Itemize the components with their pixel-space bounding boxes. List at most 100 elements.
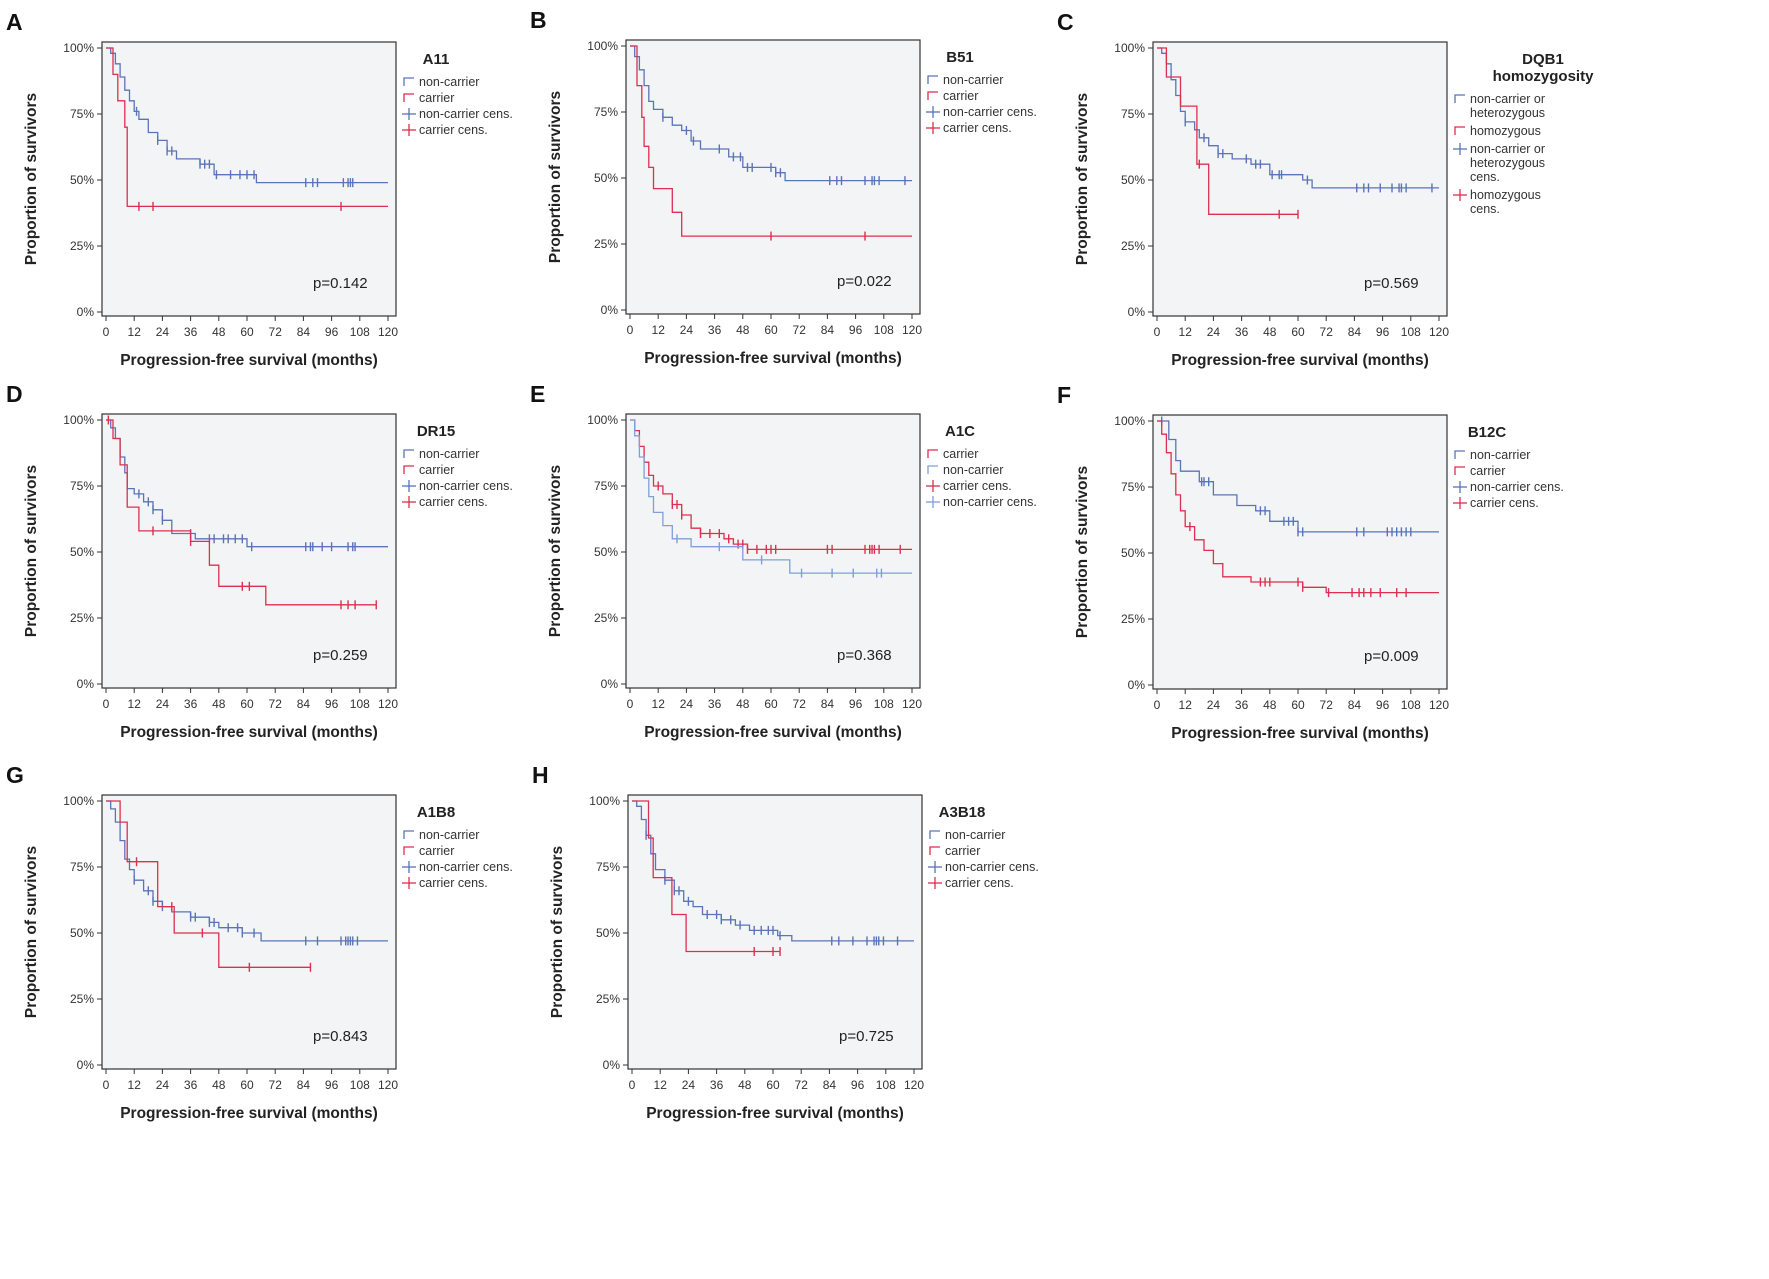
x-tick-label: 60: [1291, 325, 1305, 339]
km-chart: E0%25%50%75%100%0 12 24 36 48 60 72 84 96 108 120P…: [530, 381, 1037, 741]
legend-swatch: [1454, 450, 1465, 459]
legend-label: carrier: [1470, 464, 1505, 478]
panel-a: A 0% 25% 50% 75% 100% 0 12 24 36 48 60 72 84 96 108 120 P…: [0, 8, 580, 428]
x-tick-label: 72: [793, 323, 807, 337]
x-tick-label: 72: [269, 325, 283, 339]
x-tick-label: 108: [350, 325, 370, 339]
survival-curve: [106, 47, 388, 208]
x-tick-label: 96: [849, 697, 863, 711]
y-tick-label: 25%: [70, 992, 94, 1006]
x-tick-label: 108: [876, 1078, 896, 1092]
plot-area: [625, 39, 921, 315]
x-tick-label: 36: [710, 1078, 724, 1092]
legend-title: DR15: [417, 423, 455, 440]
legend-title: A3B18: [939, 804, 986, 821]
x-tick-label: 120: [902, 323, 922, 337]
y-axis-title: Proportion of survivors: [549, 846, 566, 1018]
x-tick-label: 24: [680, 697, 694, 711]
legend-item: carrier: [1454, 464, 1505, 478]
x-tick-label: 12: [652, 323, 666, 337]
legend-item: carrier: [403, 91, 454, 105]
y-tick-label: 25%: [594, 237, 618, 251]
legend-item: non-carrier: [927, 73, 1003, 87]
x-tick-label: 120: [1429, 325, 1449, 339]
p-value: p=0.022: [837, 273, 892, 290]
x-tick-label: 24: [682, 1078, 696, 1092]
legend-item: non-carrier or heterozygous cens.: [1453, 142, 1545, 184]
x-tick-label: 0: [103, 325, 110, 339]
x-axis-title: Progression-free survival (months): [120, 1105, 378, 1122]
p-value: p=0.725: [839, 1028, 894, 1045]
legend-title: B51: [946, 49, 974, 66]
x-tick-label: 12: [128, 1078, 142, 1092]
legend-label: non-carrier: [943, 463, 1003, 477]
x-tick-label: 96: [1376, 698, 1390, 712]
x-tick-label: 60: [240, 697, 254, 711]
y-tick-label: 75%: [596, 860, 620, 874]
legend-swatch: [403, 846, 414, 855]
legend-item: homozygous: [1454, 124, 1541, 138]
x-tick-label: 12: [1179, 698, 1193, 712]
y-tick-label: 0%: [1128, 305, 1146, 319]
legend-swatch: [927, 465, 938, 474]
km-chart: G0%25%50%75%100%0 12 24 36 48 60 72 84 96 108 120P…: [6, 762, 513, 1122]
panel-g: G 0% 25% 50% 75% 100% 0 12 24 36 48 60 72 84 96 108 120 P…: [0, 761, 580, 1181]
legend-label: carrier cens.: [1470, 496, 1539, 510]
km-chart: C0%25%50%75%100%0 12 24 36 48 60 72 84 96 108 120P…: [1057, 9, 1594, 369]
x-tick-label: 108: [1401, 325, 1421, 339]
x-tick-label: 84: [821, 323, 835, 337]
y-tick-label: 100%: [63, 413, 94, 427]
legend-title: DQB1 homozygosity: [1493, 51, 1594, 85]
y-axis-title: Proportion of survivors: [547, 91, 564, 263]
x-axis-title: Progression-free survival (months): [644, 350, 902, 367]
plot-area: [1152, 41, 1448, 317]
x-tick-label: 48: [738, 1078, 752, 1092]
legend-swatch: [403, 449, 414, 458]
x-tick-label: 36: [1235, 698, 1249, 712]
x-tick-label: 48: [736, 697, 750, 711]
legend-swatch: [929, 846, 940, 855]
legend-label: non-carrier cens.: [419, 479, 513, 493]
legend-label: carrier: [419, 844, 454, 858]
legend-label: non-carrier cens.: [1470, 480, 1564, 494]
legend-item: carrier: [403, 463, 454, 477]
panel-f: F 0% 25% 50% 75% 100% 0 12 24 36 48 60 72 84 96 108 120 P…: [1051, 381, 1631, 801]
x-tick-label: 108: [874, 697, 894, 711]
legend-label: non-carrier cens.: [419, 860, 513, 874]
y-tick-label: 50%: [70, 545, 94, 559]
panel-c: C 0% 25% 50% 75% 100% 0 12 24 36 48 60 72 84 96 108 120 P…: [1051, 8, 1631, 428]
legend-item: non-carrier cens.: [1453, 480, 1564, 494]
legend-item: carrier: [927, 89, 978, 103]
y-tick-label: 0%: [77, 305, 95, 319]
panel-letter: B: [530, 7, 547, 33]
panel-d: D 0% 25% 50% 75% 100% 0 12 24 36 48 60 72 84 96 108 120 P…: [0, 380, 580, 800]
survival-curve: [106, 800, 311, 968]
x-axis-title: Progression-free survival (months): [644, 724, 902, 741]
legend-label: carrier cens.: [945, 876, 1014, 890]
survival-curve: [632, 800, 914, 942]
km-chart: D0%25%50%75%100%0 12 24 36 48 60 72 84 96 108 120P…: [6, 381, 513, 741]
legend-label: homozygous: [1470, 124, 1541, 138]
x-tick-label: 120: [378, 325, 398, 339]
y-tick-label: 100%: [1114, 414, 1145, 428]
legend-swatch: [1454, 126, 1465, 135]
legend-swatch: [403, 77, 414, 86]
x-tick-label: 24: [1207, 325, 1221, 339]
x-tick-label: 96: [1376, 325, 1390, 339]
legend-label: carrier cens.: [943, 121, 1012, 135]
survival-curve: [106, 800, 388, 942]
plot-area: [101, 413, 397, 689]
p-value: p=0.142: [313, 275, 368, 292]
y-tick-label: 100%: [587, 39, 618, 53]
y-tick-label: 100%: [587, 413, 618, 427]
x-axis-title: Progression-free survival (months): [1171, 352, 1429, 369]
legend-swatch: [403, 93, 414, 102]
x-tick-label: 72: [269, 697, 283, 711]
km-chart: H0%25%50%75%100%0 12 24 36 48 60 72 84 96 108 120P…: [532, 762, 1039, 1122]
legend-label: non-carrier: [945, 828, 1005, 842]
x-tick-label: 12: [654, 1078, 668, 1092]
x-tick-label: 108: [1401, 698, 1421, 712]
legend-item: carrier: [929, 844, 980, 858]
y-tick-label: 25%: [1121, 612, 1145, 626]
legend-label: carrier: [943, 89, 978, 103]
